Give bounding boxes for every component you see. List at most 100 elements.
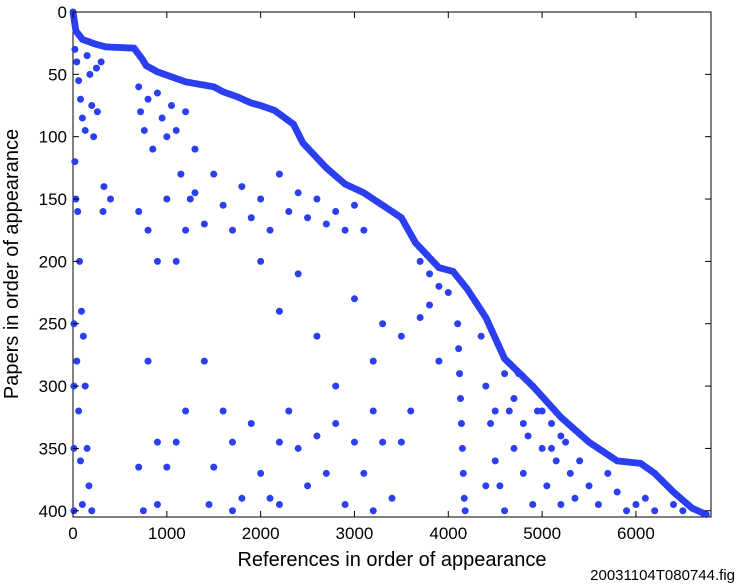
data-point bbox=[566, 469, 574, 477]
data-point bbox=[135, 208, 143, 216]
data-point bbox=[322, 469, 330, 477]
data-point bbox=[519, 419, 527, 427]
data-point bbox=[491, 457, 499, 465]
data-point bbox=[435, 282, 443, 290]
data-point bbox=[172, 126, 180, 134]
data-point bbox=[458, 444, 466, 452]
data-point bbox=[71, 45, 79, 53]
data-point bbox=[613, 488, 621, 496]
data-point bbox=[257, 257, 265, 265]
data-point bbox=[519, 469, 527, 477]
data-point bbox=[210, 463, 218, 471]
data-point bbox=[139, 507, 147, 515]
x-tick-label: 6000 bbox=[617, 524, 655, 543]
data-point bbox=[182, 226, 190, 234]
data-point bbox=[107, 195, 115, 203]
x-tick-label: 3000 bbox=[336, 524, 374, 543]
x-tick-label: 5000 bbox=[523, 524, 561, 543]
data-point bbox=[266, 226, 274, 234]
data-point bbox=[140, 126, 148, 134]
data-point bbox=[93, 108, 101, 116]
data-point bbox=[78, 501, 86, 509]
data-point bbox=[294, 444, 302, 452]
data-point bbox=[585, 482, 593, 490]
data-point bbox=[454, 320, 462, 328]
data-point bbox=[275, 438, 283, 446]
y-tick-label: 300 bbox=[39, 377, 67, 396]
data-point bbox=[482, 482, 490, 490]
data-point bbox=[168, 102, 176, 110]
data-point bbox=[416, 313, 424, 321]
data-point bbox=[397, 438, 405, 446]
y-tick-label: 100 bbox=[39, 128, 67, 147]
data-point bbox=[594, 501, 602, 509]
data-point bbox=[538, 444, 546, 452]
data-point bbox=[491, 407, 499, 415]
data-point bbox=[571, 494, 579, 502]
data-point bbox=[247, 214, 255, 222]
data-point bbox=[285, 208, 293, 216]
data-point bbox=[379, 438, 387, 446]
data-point bbox=[341, 226, 349, 234]
data-point bbox=[182, 407, 190, 415]
data-point bbox=[163, 133, 171, 141]
data-point bbox=[86, 70, 94, 78]
data-point bbox=[557, 432, 565, 440]
data-point bbox=[219, 201, 227, 209]
data-point bbox=[186, 195, 194, 203]
data-point bbox=[182, 108, 190, 116]
data-point bbox=[543, 482, 551, 490]
data-point bbox=[515, 370, 523, 378]
data-point bbox=[238, 494, 246, 502]
data-point bbox=[275, 170, 283, 178]
data-point bbox=[538, 407, 546, 415]
data-point bbox=[144, 357, 152, 365]
x-axis-ticks: 0 1000 2000 3000 4000 5000 6000 bbox=[68, 12, 655, 543]
data-point bbox=[576, 457, 584, 465]
data-point bbox=[153, 257, 161, 265]
data-point bbox=[153, 501, 161, 509]
x-tick-label: 0 bbox=[68, 524, 77, 543]
data-point bbox=[100, 183, 108, 191]
data-point bbox=[444, 289, 452, 297]
data-point bbox=[304, 482, 312, 490]
y-tick-label: 150 bbox=[39, 190, 67, 209]
data-point bbox=[524, 432, 532, 440]
data-point bbox=[229, 438, 236, 446]
data-point bbox=[369, 507, 377, 515]
data-point bbox=[313, 432, 321, 440]
data-point bbox=[369, 357, 377, 365]
x-tick-label: 1000 bbox=[148, 524, 186, 543]
y-tick-label: 400 bbox=[39, 502, 67, 521]
data-point bbox=[177, 170, 185, 178]
data-point bbox=[388, 494, 396, 502]
data-point bbox=[669, 501, 677, 509]
data-point bbox=[79, 332, 87, 340]
data-point bbox=[135, 463, 143, 471]
data-point bbox=[153, 89, 161, 97]
data-point bbox=[77, 307, 85, 315]
data-point bbox=[426, 301, 434, 309]
data-point bbox=[482, 382, 490, 390]
data-point bbox=[210, 170, 218, 178]
data-point bbox=[679, 507, 687, 515]
data-point bbox=[496, 482, 504, 490]
data-point bbox=[460, 494, 468, 502]
data-point bbox=[81, 382, 89, 390]
y-tick-label: 0 bbox=[58, 3, 67, 22]
data-point bbox=[229, 507, 236, 515]
data-point bbox=[78, 114, 86, 122]
data-point bbox=[552, 457, 560, 465]
data-point bbox=[88, 102, 96, 110]
data-point bbox=[304, 214, 312, 222]
data-point bbox=[294, 270, 302, 278]
data-point bbox=[651, 507, 659, 515]
data-point bbox=[163, 463, 171, 471]
data-point bbox=[149, 145, 157, 153]
data-point bbox=[397, 332, 405, 340]
data-point bbox=[88, 507, 96, 515]
data-point bbox=[74, 208, 82, 216]
data-point bbox=[461, 507, 469, 515]
data-point bbox=[73, 58, 81, 66]
data-point bbox=[457, 419, 465, 427]
